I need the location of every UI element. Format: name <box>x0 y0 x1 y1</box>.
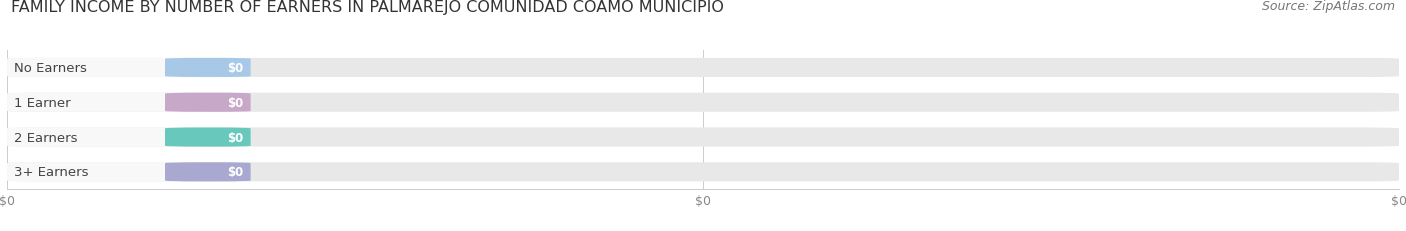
FancyBboxPatch shape <box>165 128 250 147</box>
Text: $0: $0 <box>228 131 243 144</box>
Text: $0: $0 <box>228 166 243 179</box>
FancyBboxPatch shape <box>165 59 250 78</box>
Text: $0: $0 <box>228 62 243 75</box>
FancyBboxPatch shape <box>7 163 217 182</box>
Text: 3+ Earners: 3+ Earners <box>14 166 89 179</box>
FancyBboxPatch shape <box>7 128 1399 147</box>
FancyBboxPatch shape <box>7 163 1399 182</box>
Text: 1 Earner: 1 Earner <box>14 96 70 109</box>
Text: No Earners: No Earners <box>14 62 87 75</box>
FancyBboxPatch shape <box>7 59 217 78</box>
FancyBboxPatch shape <box>165 93 250 112</box>
FancyBboxPatch shape <box>7 93 1399 112</box>
FancyBboxPatch shape <box>165 163 250 182</box>
Text: FAMILY INCOME BY NUMBER OF EARNERS IN PALMAREJO COMUNIDAD COAMO MUNICIPIO: FAMILY INCOME BY NUMBER OF EARNERS IN PA… <box>11 0 724 15</box>
Text: 2 Earners: 2 Earners <box>14 131 77 144</box>
FancyBboxPatch shape <box>7 93 217 112</box>
Text: Source: ZipAtlas.com: Source: ZipAtlas.com <box>1261 0 1395 13</box>
FancyBboxPatch shape <box>7 59 1399 78</box>
Text: $0: $0 <box>228 96 243 109</box>
FancyBboxPatch shape <box>7 128 217 147</box>
